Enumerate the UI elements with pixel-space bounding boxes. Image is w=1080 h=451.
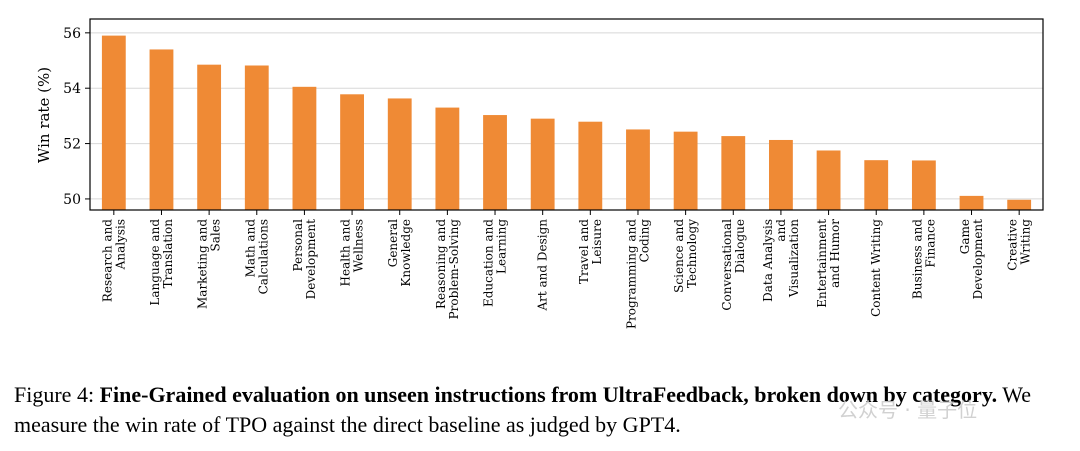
bar — [864, 160, 889, 210]
bar — [387, 98, 412, 210]
bar — [673, 131, 698, 210]
bar — [292, 86, 317, 210]
watermark: 公众号 · 量子位 — [838, 398, 978, 422]
bar — [340, 94, 364, 210]
bar — [1007, 199, 1032, 210]
y-tick-label: 56 — [63, 26, 81, 42]
bar — [244, 65, 269, 210]
x-tick-label: Data AnalysisandVisualization — [761, 219, 801, 302]
x-axis: Research andAnalysis Language andTranslat… — [100, 210, 1033, 329]
caption-label: Figure 4: — [14, 382, 95, 407]
bar-chart: 50 52 54 56 Research andAnalysis Language an… — [35, 18, 1044, 329]
x-tick-label: Math andCalculations — [243, 219, 270, 295]
x-tick-label: Art and Design — [536, 219, 550, 312]
bar — [721, 136, 746, 210]
x-tick-label: Language andTranslation — [148, 219, 175, 306]
bar — [816, 150, 841, 210]
x-tick-label: Marketing andSales — [196, 219, 223, 309]
bars — [101, 35, 1032, 210]
bar — [149, 49, 174, 210]
bar — [911, 160, 936, 210]
bar — [959, 195, 984, 210]
bar — [101, 35, 126, 210]
bar — [626, 129, 650, 210]
x-tick-label: Travel andLeisure — [577, 219, 604, 284]
x-tick-label: CreativeWriting — [1006, 219, 1033, 271]
caption-bold: Fine-Grained evaluation on unseen instru… — [99, 382, 998, 407]
x-tick-label: Health andWellness — [339, 219, 366, 287]
bar — [435, 107, 460, 210]
grid-lines — [90, 32, 1043, 200]
bar — [530, 118, 555, 210]
x-tick-label: Science andTechnology — [672, 219, 699, 293]
x-tick-label: Business andFinance — [910, 219, 937, 299]
y-axis-label: Win rate (%) — [35, 67, 53, 163]
bar — [578, 121, 603, 210]
bar — [769, 139, 793, 210]
figure-caption: Figure 4: Fine-Grained evaluation on uns… — [14, 380, 1074, 440]
x-tick-label: Programming andCoding — [624, 219, 651, 329]
y-tick-label: 52 — [63, 137, 81, 153]
plot-frame — [89, 18, 1044, 211]
x-tick-label: GeneralKnowledge — [386, 219, 413, 287]
bar — [483, 115, 507, 210]
x-tick-label: GameDevelopment — [958, 219, 985, 300]
y-tick-label: 54 — [63, 81, 81, 97]
x-tick-label: PersonalDevelopment — [291, 219, 318, 300]
x-tick-label: Content Writing — [869, 219, 883, 317]
y-axis: 50 52 54 56 — [63, 26, 90, 208]
x-tick-label: Entertainmentand Humor — [815, 219, 842, 308]
x-tick-label: Research andAnalysis — [100, 219, 127, 302]
bar — [197, 64, 222, 210]
x-tick-label: ConversationalDialogue — [720, 219, 747, 311]
y-tick-label: 50 — [63, 192, 81, 208]
caption-text: We measure the win rate of TPO against t… — [14, 382, 1031, 437]
x-tick-label: Reasoning andProblem-Solving — [434, 219, 461, 320]
x-tick-label: Education andLearning — [482, 219, 509, 307]
